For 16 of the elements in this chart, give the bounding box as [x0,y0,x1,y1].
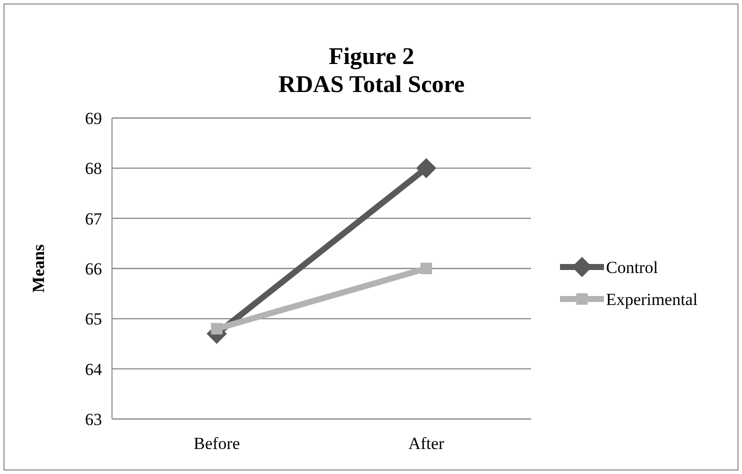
x-tick-label: After [408,434,445,453]
y-axis-title: Means [29,244,48,293]
y-tick-label: 69 [85,108,102,128]
point [416,158,436,178]
legend-label: Experimental [606,290,698,309]
x-tick-label: Before [194,434,240,453]
y-tick-label: 66 [85,259,102,278]
y-tick-label: 67 [85,209,102,228]
y-tick-label: 64 [85,360,102,379]
point [420,262,432,274]
chart-title: Figure 2 RDAS Total Score [278,44,465,98]
y-tick-label: 63 [85,410,102,429]
legend-label: Control [606,258,658,277]
y-tick-label: 65 [85,310,102,329]
point [210,322,223,334]
y-tick-label: 68 [85,159,102,178]
